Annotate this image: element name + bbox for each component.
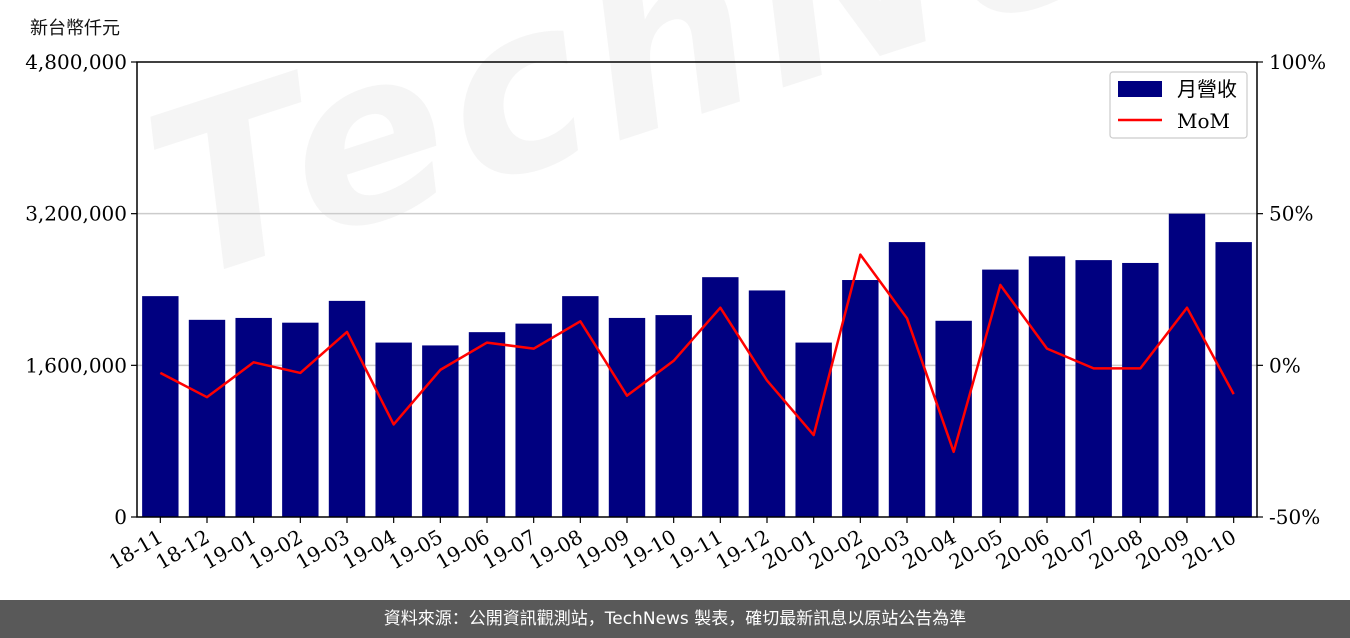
bar-19-09: [608, 317, 646, 517]
y-axis-unit-label: 新台幣仟元: [30, 18, 120, 39]
bar-20-01: [795, 342, 832, 517]
bar-18-12: [188, 319, 226, 517]
bar-18-11: [142, 296, 179, 517]
bar-line-chart: 0 1,600,000 3,200,000 4,800,000 -50% 0% 50% 100…: [25, 50, 1326, 575]
x-tick-label: 20-10: [1178, 525, 1240, 575]
bar-19-03: [328, 300, 366, 517]
left-tick-label: 3,200,000: [25, 202, 127, 226]
bar-19-04: [375, 342, 412, 517]
bar-20-03: [888, 242, 926, 517]
bar-20-06: [1028, 256, 1066, 517]
bar-19-06: [468, 332, 506, 517]
bar-20-08: [1122, 262, 1159, 517]
left-tick-label: 1,600,000: [25, 353, 127, 377]
source-footer: 資料來源：公開資訊觀測站，TechNews 製表，確切最新訊息以原站公告為準: [0, 600, 1350, 638]
mom-line: [159, 253, 1235, 454]
right-tick-label: 50%: [1269, 202, 1313, 226]
bar-20-05: [982, 269, 1019, 517]
legend-label-mom: MoM: [1177, 109, 1230, 133]
bar-19-12: [748, 290, 786, 517]
right-tick-label: 100%: [1269, 50, 1326, 74]
bar-19-05: [422, 345, 459, 517]
bar-19-01: [235, 317, 272, 517]
legend-bar-swatch: [1118, 81, 1162, 97]
left-tick-label: 0: [114, 505, 127, 529]
plot-frame: [136, 61, 1258, 518]
legend-label-revenue: 月營收: [1177, 77, 1237, 101]
left-tick-label: 4,800,000: [25, 50, 127, 74]
bar-20-10: [1215, 242, 1252, 517]
bar-19-02: [282, 322, 319, 517]
bar-20-02: [842, 280, 879, 517]
right-tick-label: 0%: [1269, 353, 1301, 377]
chart-area: TechNews 新台幣仟元 01,600,0003,200,0004,800,…: [25, 18, 1327, 575]
bar-19-07: [515, 323, 552, 517]
bar-20-09: [1168, 213, 1206, 517]
bar-19-11: [702, 277, 739, 517]
bar-20-07: [1075, 260, 1112, 517]
right-tick-label: -50%: [1269, 505, 1320, 529]
bar-19-08: [562, 296, 599, 517]
